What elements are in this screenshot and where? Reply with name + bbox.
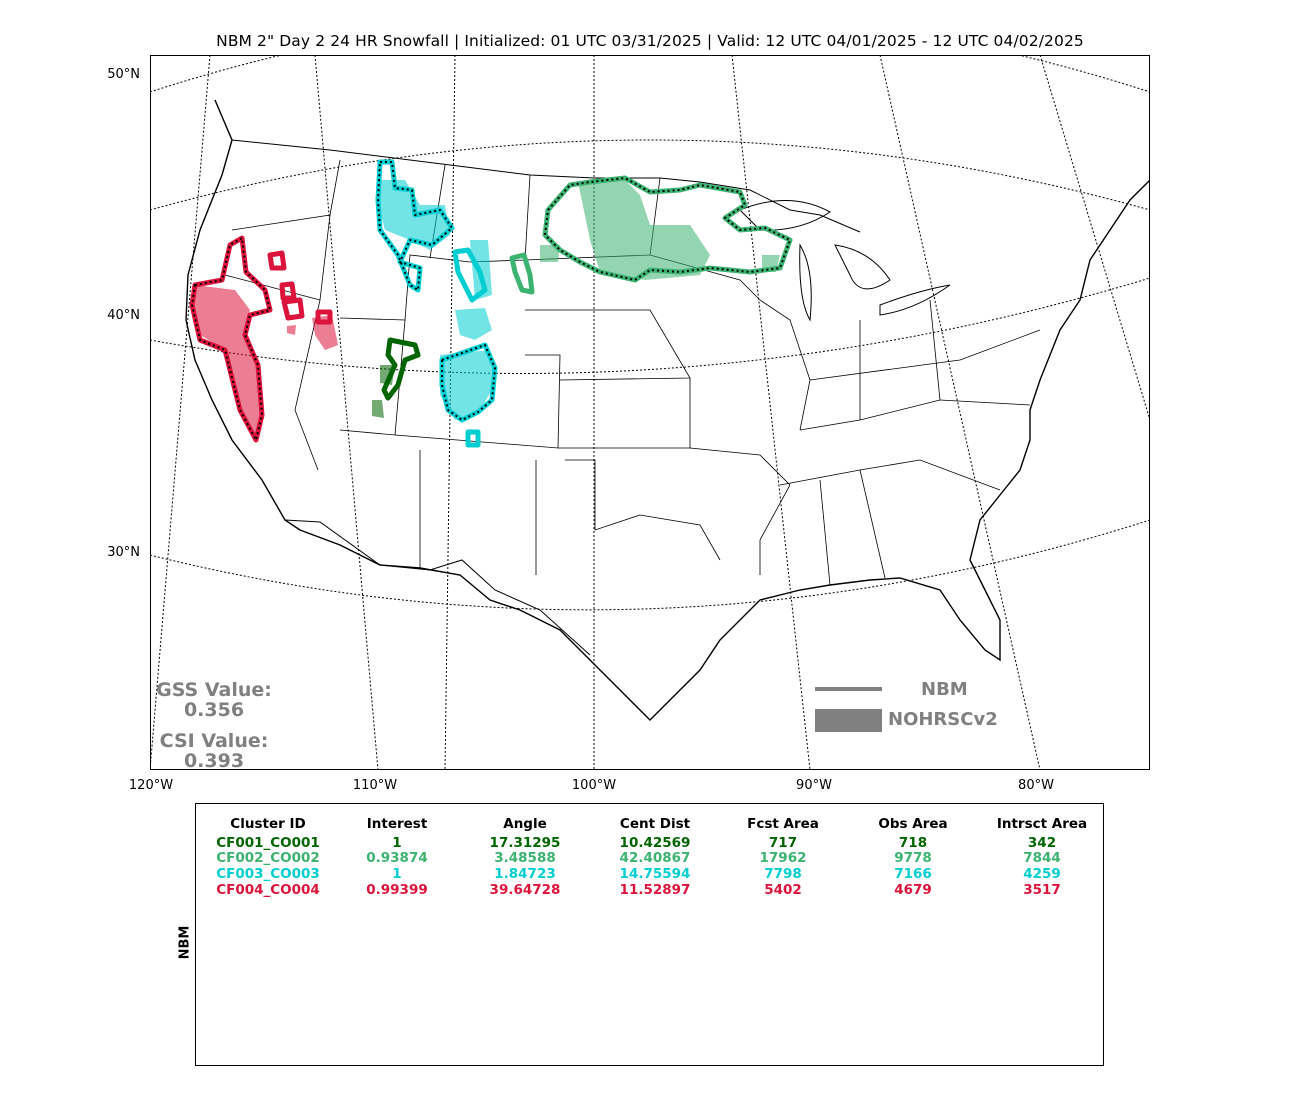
cell-angle: 3.48588 (494, 850, 556, 866)
graticule-lon-80 (1039, 55, 1150, 421)
cell-obs-area: 7166 (894, 866, 932, 882)
cell-angle: 1.84723 (494, 866, 556, 882)
graticule-lon-110 (314, 55, 379, 770)
csi-value: 0.393 (183, 750, 245, 772)
cell-cluster-id: CF001_CO001 (216, 835, 320, 851)
table-side-label: NBM (177, 925, 193, 960)
graticule-lat-45 (150, 139, 1150, 211)
cell-angle: 17.31295 (489, 835, 561, 851)
cell-cent-dist: 11.52897 (619, 882, 691, 898)
lon-label-110: 110°W (352, 778, 398, 793)
lat-label-30: 30°N (107, 545, 140, 560)
cell-fcst-area: 7798 (764, 866, 802, 882)
header-angle: Angle (503, 816, 547, 832)
csi-label: CSI Value: (159, 730, 269, 752)
graticule-lat-40 (150, 277, 1150, 374)
header-cent-dist: Cent Dist (619, 816, 691, 832)
cell-interest: 0.93874 (366, 850, 428, 866)
forecast-outline-dots (191, 161, 791, 441)
cell-obs-area: 9778 (894, 850, 932, 866)
cell-interest: 1 (392, 835, 402, 851)
cell-angle: 39.64728 (489, 882, 561, 898)
lon-label-100: 100°W (571, 778, 617, 793)
observed-areas (192, 180, 780, 440)
mexico-border (284, 519, 591, 656)
graticule-lon-85 (879, 55, 1041, 770)
gss-label: GSS Value: (156, 679, 272, 701)
snowfall-map (150, 55, 1150, 770)
forecast-outlines (189, 159, 793, 448)
cell-cent-dist: 10.42569 (619, 835, 691, 851)
cell-fcst-area: 5402 (764, 882, 802, 898)
header-obs-area: Obs Area (878, 816, 948, 832)
us-outline (185, 99, 1150, 721)
chart-title: NBM 2" Day 2 24 HR Snowfall | Initialize… (216, 32, 1084, 50)
graticule-lat-50 (150, 55, 1150, 93)
cell-interest: 1 (392, 866, 402, 882)
cell-obs-area: 4679 (894, 882, 932, 898)
cluster-stats-table: Cluster ID Interest Angle Cent Dist Fcst… (195, 803, 1104, 1066)
lon-label-80: 80°W (1018, 778, 1054, 793)
graticule-lon-120 (150, 55, 211, 770)
cell-fcst-area: 17962 (759, 850, 807, 866)
lake-erie (879, 284, 951, 316)
header-fcst-area: Fcst Area (747, 816, 819, 832)
lat-label-50: 50°N (107, 67, 140, 82)
cell-cluster-id: CF002_CO002 (216, 850, 320, 866)
lake-huron (834, 244, 891, 290)
cell-intrsct-area: 3517 (1023, 882, 1061, 898)
map-frame (150, 55, 1150, 770)
cell-obs-area: 718 (898, 835, 928, 851)
legend-observed-label: NOHRSCv2 (888, 709, 998, 730)
header-cluster-id: Cluster ID (230, 816, 306, 832)
cell-intrsct-area: 4259 (1023, 866, 1061, 882)
gss-value: 0.356 (183, 699, 245, 721)
header-interest: Interest (366, 816, 428, 832)
lat-label-40: 40°N (107, 308, 140, 323)
cell-intrsct-area: 342 (1027, 835, 1057, 851)
legend-forecast-label: NBM (921, 679, 968, 700)
lake-superior (739, 200, 831, 231)
header-intrsct-area: Intrsct Area (996, 816, 1088, 832)
lon-label-120: 120°W (128, 778, 174, 793)
cell-intrsct-area: 7844 (1023, 850, 1061, 866)
cell-cent-dist: 42.40867 (619, 850, 691, 866)
cell-interest: 0.99399 (366, 882, 428, 898)
cell-fcst-area: 717 (768, 835, 798, 851)
cell-cluster-id: CF003_CO003 (216, 866, 320, 882)
lon-label-90: 90°W (796, 778, 832, 793)
legend-observed-swatch (815, 709, 882, 732)
lake-michigan (799, 243, 812, 322)
graticule-lon-95 (731, 55, 811, 770)
cell-cluster-id: CF004_CO004 (216, 882, 320, 898)
graticule-lat-30 (150, 519, 1150, 611)
cell-cent-dist: 14.75594 (619, 866, 691, 882)
